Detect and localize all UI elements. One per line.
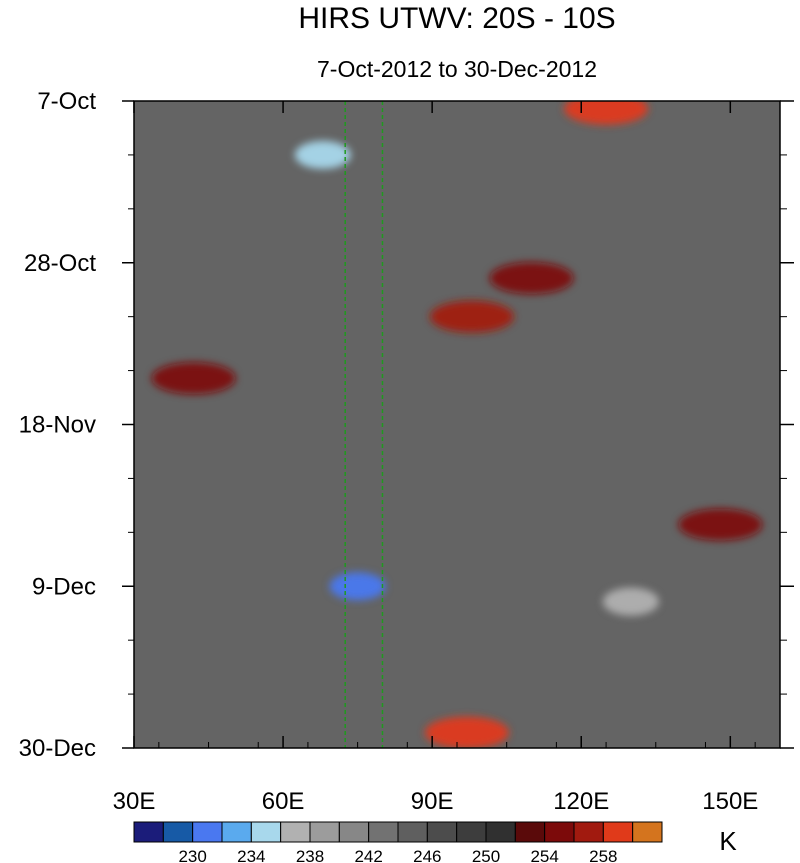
colorbar-box: [280, 821, 311, 843]
colorbar-label: 246: [413, 847, 441, 863]
field-feature: [294, 140, 351, 169]
field-feature: [564, 101, 649, 125]
field-feature: [602, 587, 659, 616]
x-tick-label: 150E: [702, 788, 758, 815]
axes: 30E 60E 90E 120E 150E 7-Oct 28-Oct 18-Nov 9-Dec 3…: [19, 88, 794, 815]
y-tick-label: 18-Nov: [19, 412, 96, 439]
y-tick-label: 9-Dec: [32, 573, 96, 600]
y-tick-label: 30-Dec: [19, 735, 96, 762]
reference-lines: [344, 101, 384, 748]
colorbar-label: 234: [237, 847, 265, 863]
field-feature: [329, 572, 386, 601]
x-tick-label: 60E: [262, 788, 305, 815]
colorbar-box: [338, 821, 370, 843]
x-tick-label: 120E: [553, 788, 609, 815]
colorbar-box: [573, 821, 604, 843]
colorbar: 230 234 238 242 246 250 254 258: [133, 821, 663, 863]
colorbar-box: [250, 821, 282, 843]
field-feature: [429, 300, 514, 333]
x-tick-label: 90E: [411, 788, 454, 815]
colorbar-label: 258: [589, 847, 617, 863]
colorbar-box: [632, 821, 663, 843]
colorbar-box: [544, 821, 575, 843]
colorbar-box: [426, 821, 458, 843]
chart-subtitle: 7-Oct-2012 to 30-Dec-2012: [317, 56, 597, 82]
colorbar-box: [309, 821, 340, 843]
colorbar-label: 230: [178, 847, 206, 863]
field-feature: [678, 508, 763, 541]
contour-field: [151, 101, 763, 748]
colorbar-box: [485, 821, 516, 843]
colorbar-label: 242: [354, 847, 382, 863]
plot-background: [134, 101, 780, 748]
colorbar-label: 238: [296, 847, 324, 863]
field-feature: [151, 362, 236, 395]
colorbar-label: 250: [472, 847, 500, 863]
colorbar-label: 254: [530, 847, 558, 863]
colorbar-box: [456, 821, 487, 843]
field-feature: [424, 716, 509, 748]
colorbar-box: [397, 821, 428, 843]
colorbar-box: [192, 821, 223, 843]
field-feature: [489, 262, 574, 295]
y-tick-label: 28-Oct: [24, 250, 96, 277]
colorbar-box: [162, 821, 194, 843]
colorbar-box: [221, 821, 252, 843]
colorbar-box: [133, 821, 164, 843]
x-tick-label: 30E: [113, 788, 156, 815]
colorbar-box: [514, 821, 546, 843]
y-tick-label: 7-Oct: [37, 88, 96, 115]
colorbar-box: [368, 821, 399, 843]
chart-title: HIRS UTWV: 20S - 10S: [298, 2, 616, 35]
colorbar-unit-label: K: [719, 826, 737, 856]
colorbar-box: [602, 821, 634, 843]
